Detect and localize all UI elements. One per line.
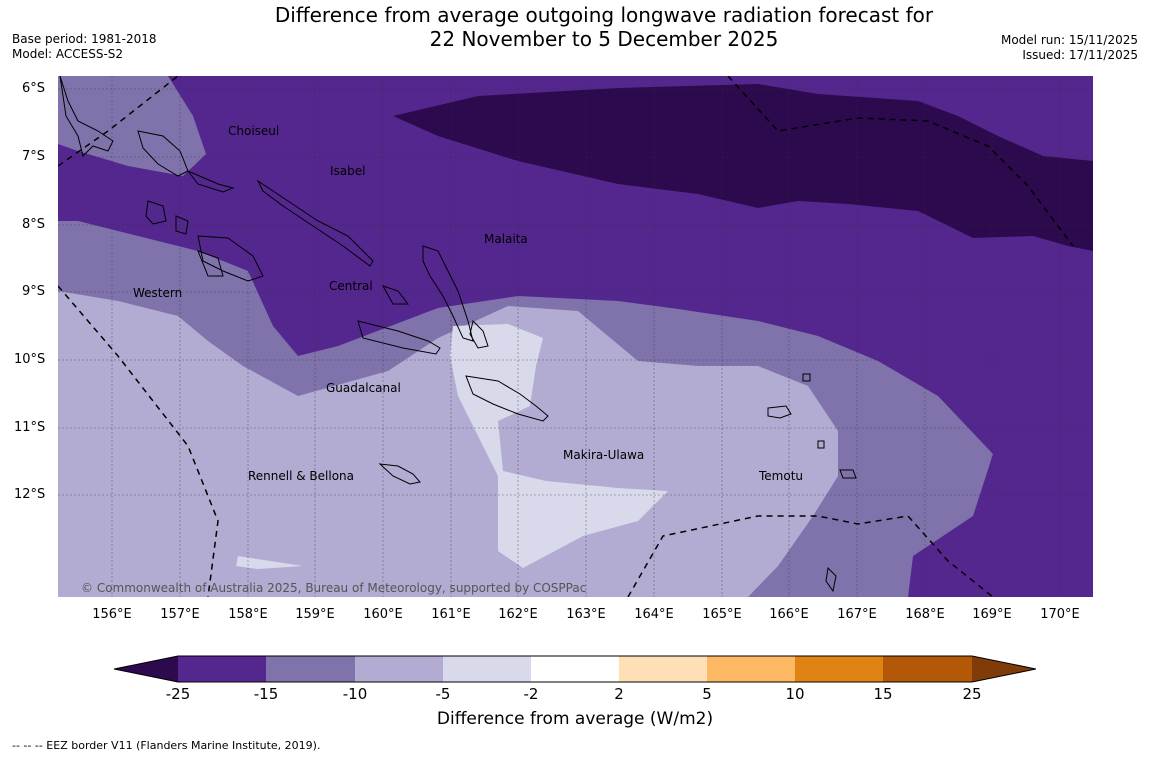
colorbar-tick-3: -5 bbox=[435, 685, 451, 703]
lon-label-158e: 158°E bbox=[228, 607, 268, 622]
region-label-choiseul: Choiseul bbox=[228, 124, 279, 138]
colorbar-seg-10 bbox=[972, 656, 1036, 682]
lat-label-9s: 9°S bbox=[22, 284, 46, 299]
region-label-western: Western bbox=[133, 286, 182, 300]
lat-label-8s: 8°S bbox=[22, 217, 46, 232]
copyright-text: © Commonwealth of Australia 2025, Bureau… bbox=[81, 581, 586, 595]
eez-border bbox=[58, 76, 1074, 597]
lat-label-6s: 6°S bbox=[22, 81, 46, 96]
colorbar-tick-1: -15 bbox=[253, 685, 279, 703]
lon-label-156e: 156°E bbox=[92, 607, 132, 622]
colorbar-seg-4 bbox=[443, 656, 531, 682]
title-line-1: Difference from average outgoing longwav… bbox=[274, 3, 934, 27]
model-name: Model: ACCESS-S2 bbox=[12, 47, 124, 61]
lon-label-163e: 163°E bbox=[566, 607, 606, 622]
issued-date: Issued: 17/11/2025 bbox=[1022, 48, 1138, 62]
colorbar-tick-7: 10 bbox=[785, 685, 805, 703]
lat-label-10s: 10°S bbox=[14, 352, 46, 367]
lat-label-12s: 12°S bbox=[14, 487, 46, 502]
region-label-makira-ulawa: Makira-Ulawa bbox=[563, 448, 644, 462]
anomaly-fill-darkest bbox=[393, 84, 1093, 251]
lon-label-160e: 160°E bbox=[363, 607, 403, 622]
colorbar-seg-3 bbox=[355, 656, 443, 682]
region-label-central: Central bbox=[329, 279, 373, 293]
colorbar-tick-6: 5 bbox=[702, 685, 712, 703]
region-label-malaita: Malaita bbox=[484, 232, 528, 246]
anomaly-fill-small-patch bbox=[236, 556, 303, 569]
colorbar-seg-2 bbox=[266, 656, 355, 682]
lon-label-169e: 169°E bbox=[972, 607, 1012, 622]
region-label-guadalcanal: Guadalcanal bbox=[326, 381, 401, 395]
lon-label-161e: 161°E bbox=[431, 607, 471, 622]
meta-left: Base period: 1981-2018 Model: ACCESS-S2 bbox=[12, 32, 157, 62]
colorbar-tick-0: -25 bbox=[165, 685, 191, 703]
meta-right: Model run: 15/11/2025 Issued: 17/11/2025 bbox=[1001, 33, 1138, 63]
colorbar-seg-6 bbox=[619, 656, 707, 682]
colorbar-seg-1 bbox=[178, 656, 266, 682]
colorbar-seg-5 bbox=[531, 656, 619, 682]
lon-label-159e: 159°E bbox=[295, 607, 335, 622]
base-period: Base period: 1981-2018 bbox=[12, 32, 157, 46]
model-run: Model run: 15/11/2025 bbox=[1000, 33, 1138, 47]
anomaly-fill-light bbox=[58, 291, 838, 597]
colorbar-seg-9 bbox=[883, 656, 972, 682]
colorbar-tick-4: -2 bbox=[523, 685, 539, 703]
region-labels: Choiseul Isabel Malaita Western Central … bbox=[133, 124, 803, 483]
lon-label-157e: 157°E bbox=[160, 607, 200, 622]
region-label-temotu: Temotu bbox=[758, 469, 803, 483]
region-label-isabel: Isabel bbox=[330, 164, 365, 178]
coastlines bbox=[59, 76, 857, 593]
colorbar-tick-8: 15 bbox=[873, 685, 893, 703]
region-label-rennell-bellona: Rennell & Bellona bbox=[248, 469, 354, 483]
title-line-2: 22 November to 5 December 2025 bbox=[429, 27, 779, 51]
colorbar-tick-5: 2 bbox=[614, 685, 624, 703]
lon-label-164e: 164°E bbox=[634, 607, 674, 622]
colorbar bbox=[114, 655, 1036, 683]
colorbar-seg-7 bbox=[707, 656, 795, 682]
colorbar-outline bbox=[114, 655, 1036, 683]
colorbar-seg-8 bbox=[795, 656, 883, 682]
lon-label-165e: 165°E bbox=[702, 607, 742, 622]
lat-label-7s: 7°S bbox=[22, 149, 46, 164]
colorbar-seg-0 bbox=[114, 656, 178, 682]
map-panel[interactable]: Choiseul Isabel Malaita Western Central … bbox=[58, 76, 1093, 597]
colorbar-tick-2: -10 bbox=[342, 685, 368, 703]
lon-label-162e: 162°E bbox=[498, 607, 538, 622]
lon-label-166e: 166°E bbox=[769, 607, 809, 622]
lat-label-11s: 11°S bbox=[14, 420, 46, 435]
colorbar-title: Difference from average (W/m2) bbox=[436, 709, 714, 729]
chart-title: Difference from average outgoing longwav… bbox=[200, 3, 1008, 51]
colorbar-tick-9: 25 bbox=[962, 685, 982, 703]
graticule bbox=[58, 76, 1093, 597]
lon-label-168e: 168°E bbox=[905, 607, 945, 622]
eez-footnote: -- -- -- EEZ border V11 (Flanders Marine… bbox=[12, 739, 321, 752]
lon-label-167e: 167°E bbox=[837, 607, 877, 622]
anomaly-fill-topleft bbox=[58, 76, 206, 176]
lon-label-170e: 170°E bbox=[1040, 607, 1080, 622]
